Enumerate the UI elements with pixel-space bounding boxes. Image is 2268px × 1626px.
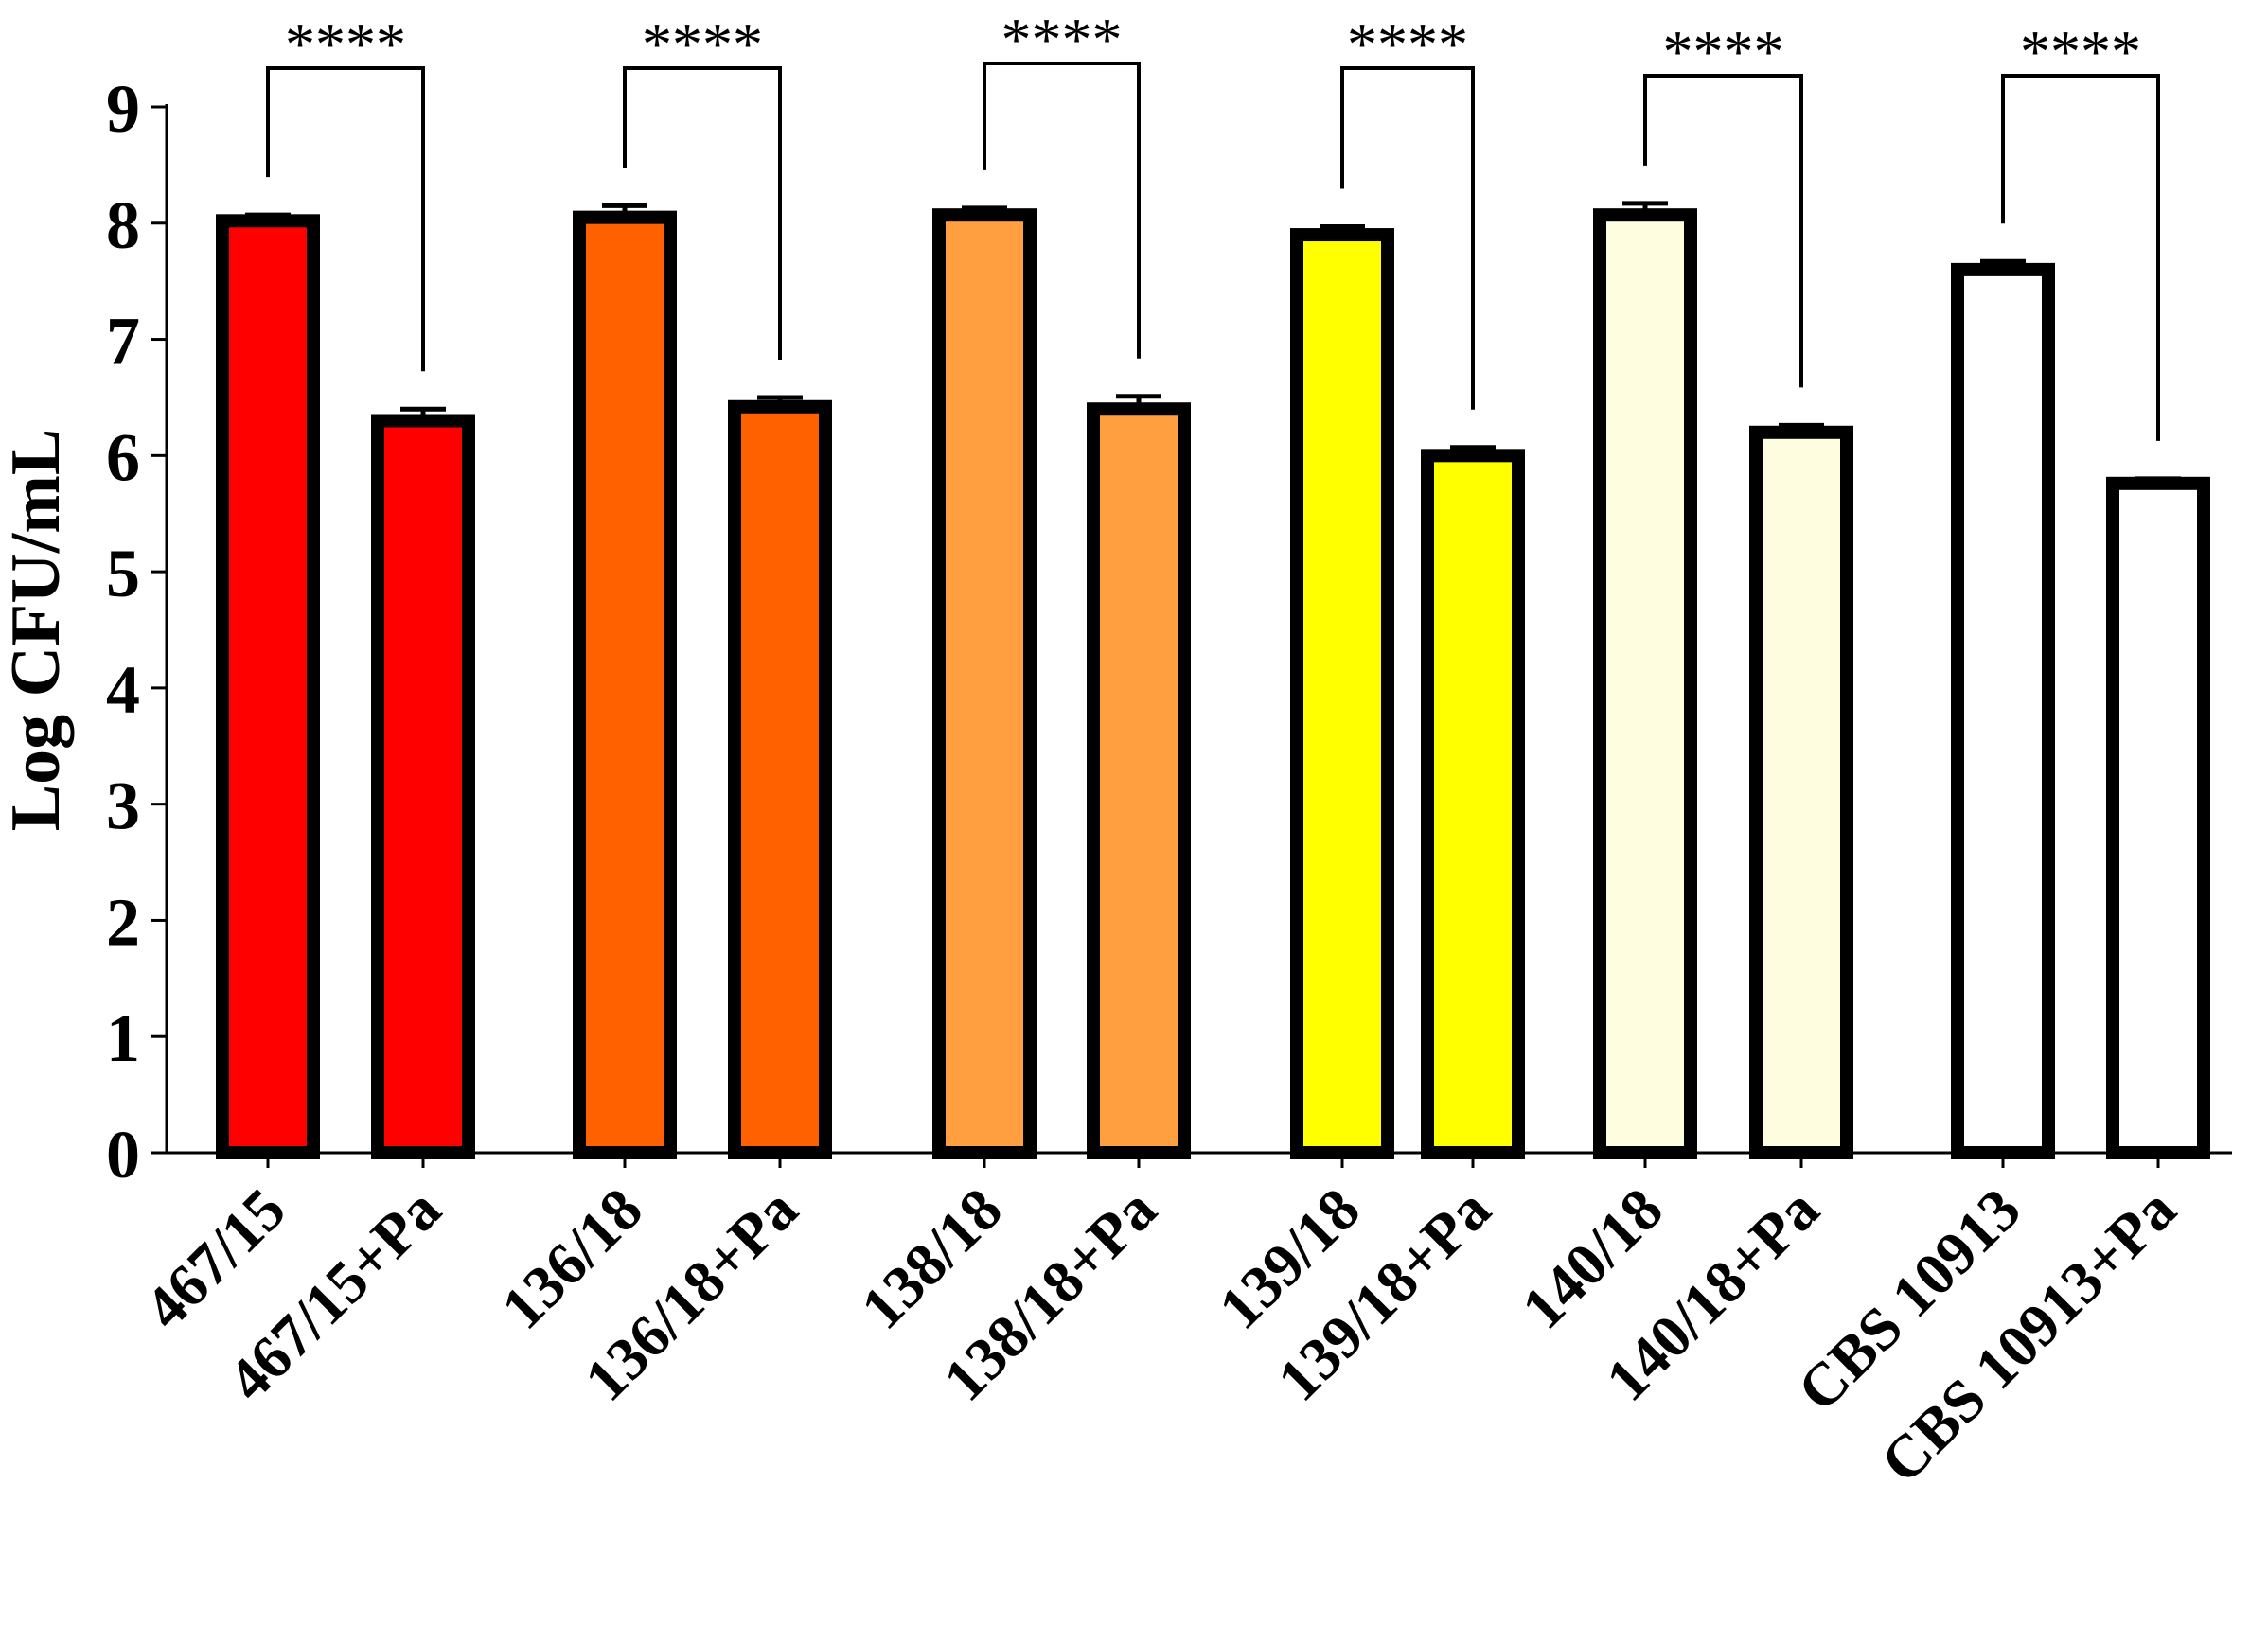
bar-6 (1087, 402, 1191, 1159)
bars-group (216, 208, 2210, 1160)
bar-11 (1951, 262, 2055, 1159)
bar-1 (216, 214, 320, 1160)
axes-group (151, 104, 2232, 1168)
significance-bracket-6 (2001, 74, 2160, 441)
y-tick-label-6: 6 (106, 419, 140, 495)
y-axis-title: Log CFU/mL (0, 429, 75, 832)
bar-10 (1749, 425, 1853, 1159)
significance-group: **** **** **** **** **** **** (266, 6, 2160, 441)
bar-7 (1290, 228, 1394, 1160)
y-tick-label-3: 3 (106, 769, 140, 844)
significance-label-2: **** (642, 10, 763, 78)
significance-label-5: **** (1663, 18, 1784, 85)
y-tick-label-9: 9 (106, 71, 140, 147)
significance-bracket-3 (983, 62, 1141, 359)
bar-8 (1421, 449, 1525, 1160)
error-bars-group (245, 201, 2181, 484)
significance-label-3: **** (1001, 6, 1123, 73)
bar-2 (371, 414, 475, 1159)
bar-3 (573, 210, 677, 1159)
bar-12 (2106, 476, 2210, 1159)
bar-4 (728, 399, 832, 1159)
significance-bracket-4 (1340, 66, 1475, 410)
bar-5 (932, 208, 1037, 1159)
y-tick-label-7: 7 (106, 304, 140, 380)
y-tick-label-0: 0 (106, 1117, 140, 1193)
significance-label-4: **** (1347, 10, 1468, 78)
y-tick-label-5: 5 (106, 536, 140, 611)
significance-bracket-1 (266, 66, 425, 372)
bar-9 (1593, 208, 1697, 1159)
significance-bracket-5 (1643, 74, 1803, 388)
y-tick-label-1: 1 (106, 1000, 140, 1076)
significance-label-6: **** (2020, 18, 2141, 85)
y-tick-label-4: 4 (106, 652, 140, 728)
y-tick-label-8: 8 (106, 187, 140, 263)
y-tick-label-2: 2 (106, 884, 140, 960)
significance-label-1: **** (285, 10, 406, 78)
significance-bracket-2 (623, 66, 782, 360)
